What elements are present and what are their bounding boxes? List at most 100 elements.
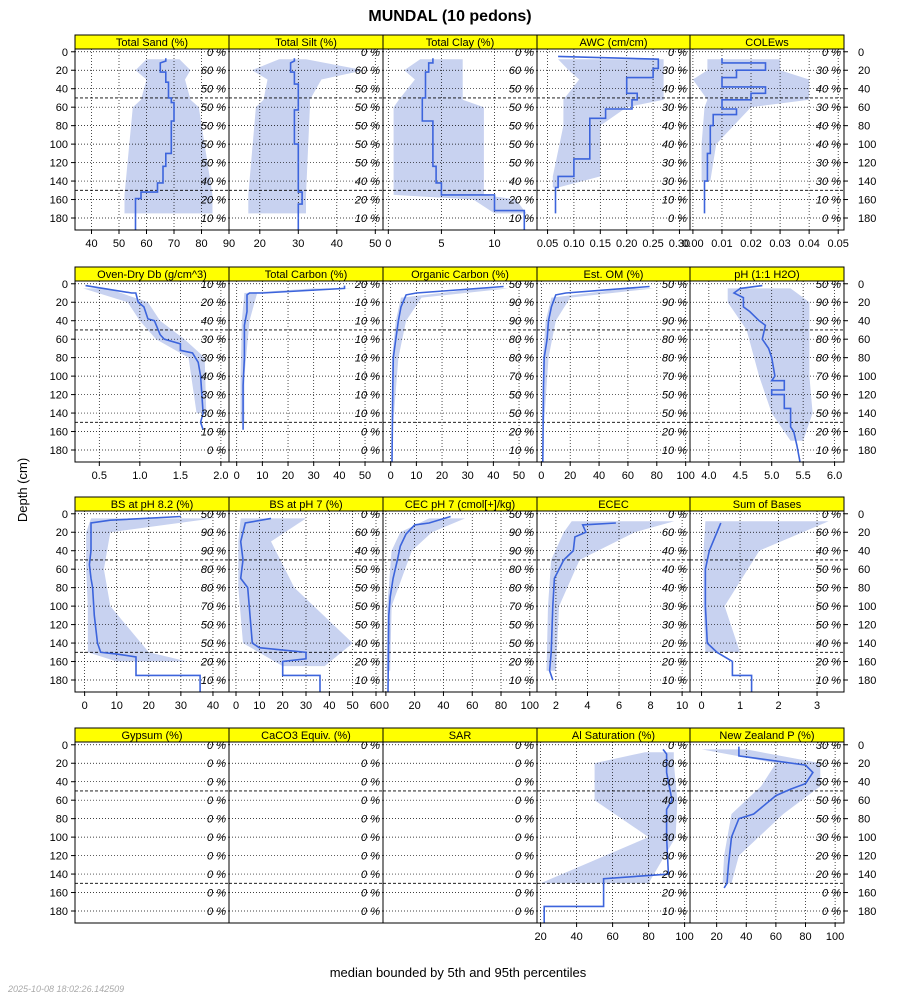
percentile-band xyxy=(552,59,664,188)
data-count-label: 20 % xyxy=(354,657,380,669)
x-tick-label: 0 xyxy=(82,700,88,712)
data-count-label: 20 % xyxy=(508,657,534,669)
data-count-label: 10 % xyxy=(662,445,687,457)
x-tick-label: 50 xyxy=(113,238,125,250)
panel-grid: Total Sand (%)0 %60 %50 %50 %50 %50 %50 … xyxy=(50,34,876,943)
panel-title: COLEws xyxy=(745,37,789,49)
data-count-label: 50 % xyxy=(509,390,534,402)
y-tick-label: 180 xyxy=(50,445,68,457)
data-count-label: 0 % xyxy=(515,758,534,770)
data-count-label: 40 % xyxy=(355,638,380,650)
data-count-label: 30 % xyxy=(662,814,687,826)
y-tick-label: 140 xyxy=(50,638,68,650)
data-count-label: 10 % xyxy=(201,427,226,439)
y-tick-label: 40 xyxy=(858,316,870,328)
x-tick-label: 40 xyxy=(740,931,752,943)
panel-border xyxy=(689,741,845,924)
panel-border xyxy=(228,741,384,924)
y-tick-label: 100 xyxy=(858,601,876,613)
data-count-label: 80 % xyxy=(662,334,687,346)
data-count-label: 0 % xyxy=(207,777,226,789)
median-line xyxy=(732,284,801,462)
data-count-label: 0 % xyxy=(668,213,687,225)
data-count-label: 50 % xyxy=(355,620,380,632)
data-count-label: 0 % xyxy=(207,888,226,900)
x-tick-label: 20 xyxy=(277,700,289,712)
figure-title: MUNDAL (10 pedons) xyxy=(368,8,531,25)
y-tick-label: 160 xyxy=(50,427,68,439)
data-count-label: 90 % xyxy=(509,527,534,539)
panel-title: CaCO3 Equiv. (%) xyxy=(261,730,351,742)
median-line xyxy=(548,522,616,681)
data-count-label: 40 % xyxy=(201,176,226,188)
x-tick-label: 50 xyxy=(513,470,525,482)
data-count-label: 50 % xyxy=(509,84,534,96)
panel-title: Gypsum (%) xyxy=(121,730,182,742)
median-line xyxy=(88,515,201,692)
data-count-label: 80 % xyxy=(201,583,226,595)
y-tick-label: 60 xyxy=(56,334,68,346)
x-tick-label: 50 xyxy=(369,238,381,250)
y-tick-label: 180 xyxy=(858,213,876,225)
data-count-label: 80 % xyxy=(509,564,534,576)
data-count-label: 0 % xyxy=(668,740,687,752)
data-count-label: 0 % xyxy=(207,758,226,770)
percentile-band xyxy=(248,59,364,214)
x-tick-label: 30 xyxy=(292,238,304,250)
data-count-label: 50 % xyxy=(816,564,841,576)
panel-plot-area xyxy=(537,511,690,692)
panel-plot-area xyxy=(690,49,844,230)
x-tick-label: 40 xyxy=(207,700,219,712)
data-count-label: 50 % xyxy=(355,84,380,96)
data-count-label: 50 % xyxy=(509,408,534,420)
y-tick-label: 80 xyxy=(858,353,870,365)
panel-plot-area xyxy=(537,742,690,923)
x-tick-label: 60 xyxy=(140,238,152,250)
x-tick-label: 4.0 xyxy=(701,470,716,482)
x-tick-label: 80 xyxy=(799,931,811,943)
median-line xyxy=(134,58,175,230)
panel-plot-area xyxy=(690,742,844,923)
y-tick-label: 0 xyxy=(858,740,864,752)
percentile-band xyxy=(240,288,353,423)
panel-plot-area xyxy=(383,744,537,912)
x-tick-label: 1.0 xyxy=(132,470,147,482)
x-tick-label: 8 xyxy=(648,700,654,712)
data-count-label: 0 % xyxy=(207,851,226,863)
data-count-label: 50 % xyxy=(662,777,687,789)
y-tick-label: 40 xyxy=(858,84,870,96)
x-tick-label: 0.02 xyxy=(740,238,761,250)
data-count-label: 10 % xyxy=(509,213,534,225)
y-tick-label: 60 xyxy=(858,795,870,807)
data-count-label: 0 % xyxy=(207,832,226,844)
x-tick-label: 50 xyxy=(359,470,371,482)
data-count-label: 10 % xyxy=(355,371,380,383)
x-tick-label: 60 xyxy=(606,931,618,943)
panel-16: CaCO3 Equiv. (%) 0 % 0 % 0 % 0 % 0 % 0 % 0 % 0 %… xyxy=(228,727,384,924)
panel-plot-area xyxy=(537,49,690,230)
percentile-band xyxy=(727,288,813,441)
y-tick-label: 40 xyxy=(56,546,68,558)
panel-plot-area xyxy=(383,49,537,230)
y-tick-label: 140 xyxy=(50,408,68,420)
data-count-label: 50 % xyxy=(355,583,380,595)
y-tick-label: 100 xyxy=(50,832,68,844)
y-tick-label: 160 xyxy=(50,195,68,207)
data-count-label: 70 % xyxy=(201,601,226,613)
x-tick-label: 20 xyxy=(436,470,448,482)
data-count-label: 20 % xyxy=(661,888,687,900)
y-tick-label: 160 xyxy=(50,888,68,900)
y-tick-label: 120 xyxy=(858,851,876,863)
y-tick-label: 60 xyxy=(56,102,68,114)
panel-title: Total Carbon (%) xyxy=(265,269,348,281)
median-line xyxy=(391,285,504,462)
data-count-label: 30 % xyxy=(662,620,687,632)
panel-border xyxy=(689,48,845,231)
y-tick-label: 20 xyxy=(56,527,68,539)
panel-title: Oven-Dry Db (g/cm^3) xyxy=(97,269,207,281)
x-tick-label: 0.05 xyxy=(537,238,558,250)
x-axis-label: median bounded by 5th and 95th percentil… xyxy=(330,965,587,980)
data-count-label: 30 % xyxy=(201,390,226,402)
data-count-label: 0 % xyxy=(361,758,380,770)
data-count-label: 10 % xyxy=(816,675,841,687)
